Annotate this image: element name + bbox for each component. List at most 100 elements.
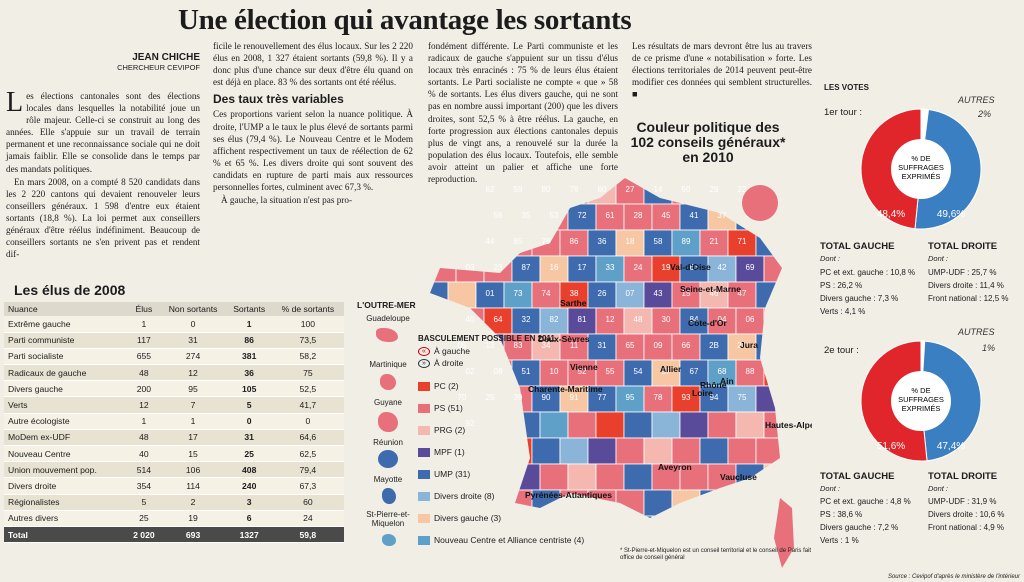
- department: [539, 307, 569, 335]
- department-number: 05: [458, 341, 467, 350]
- department-number: 62: [486, 185, 495, 194]
- department: [643, 385, 673, 413]
- department-number: 08: [494, 367, 503, 376]
- department: [763, 463, 782, 491]
- reunion-shape: [378, 450, 398, 468]
- department: [539, 255, 569, 283]
- legend-item: Divers droite (8): [418, 486, 598, 506]
- legend-item: UMP (31): [418, 464, 598, 484]
- author-name: JEAN CHICHE: [132, 52, 200, 63]
- department: [447, 281, 477, 309]
- department-number: 45: [662, 211, 671, 220]
- department: [567, 255, 597, 283]
- department: [763, 307, 782, 335]
- round1-autres-label: AUTRES: [958, 95, 995, 105]
- department-label: Hautes-Alpes: [765, 420, 812, 430]
- department-number: 53: [550, 211, 559, 220]
- table-cell: Total: [4, 526, 129, 544]
- outremer-label: Mayotte: [373, 475, 403, 484]
- department: [651, 463, 681, 491]
- pie-gauche-value: 51,6%: [877, 441, 905, 452]
- legend-label: PRG (2): [434, 425, 466, 435]
- guadeloupe-shape: [376, 328, 398, 342]
- department-number: 90: [542, 393, 551, 402]
- department: [447, 229, 477, 257]
- department-number: 19: [662, 263, 671, 272]
- department: [567, 411, 597, 439]
- table-cell: 86: [226, 332, 272, 349]
- round2-gauche-dont: Dont :: [820, 484, 841, 493]
- department-label: Pyrénées-Atlantiques: [525, 490, 612, 500]
- table-cell: 117: [128, 332, 160, 349]
- department-number: 16: [550, 263, 559, 272]
- department-number: 73: [514, 289, 523, 298]
- department-label: Deux-Sèvres: [538, 334, 590, 344]
- department-number: 61: [606, 211, 615, 220]
- department: [679, 255, 709, 283]
- headline: Une élection qui avantage les sortants: [178, 4, 632, 36]
- table-row: Divers droite 354 114 240 67,3: [4, 477, 344, 495]
- round2-droite-title: TOTAL DROITE: [928, 471, 998, 482]
- department-number: 14: [654, 185, 663, 194]
- department: [699, 489, 729, 517]
- article-column-3: fondément différente. Le Parti communist…: [428, 40, 618, 186]
- department-number: 76: [570, 185, 579, 194]
- table-cell: 6: [226, 510, 272, 527]
- department-number: 83: [514, 341, 523, 350]
- subheading: Des taux très variables: [213, 92, 344, 107]
- department-number: 79: [542, 237, 551, 246]
- department-number: 39: [514, 393, 523, 402]
- table-cell: 408: [226, 461, 272, 479]
- department-number: 44: [486, 237, 495, 246]
- department-number: 27: [626, 185, 635, 194]
- department: [679, 307, 709, 335]
- department: [755, 385, 782, 413]
- department: [671, 437, 701, 465]
- department: [430, 203, 457, 231]
- department-number: 77: [598, 393, 607, 402]
- department: [792, 464, 812, 490]
- table-row: Union mouvement pop. 514 106 408 79,4: [4, 461, 344, 479]
- department: [671, 281, 701, 309]
- department-number: 2B: [709, 341, 719, 350]
- table-cell: 1: [128, 413, 160, 430]
- department: [727, 229, 757, 257]
- table-row: Divers gauche 200 95 105 52,5: [4, 380, 344, 398]
- table-cell: 1: [159, 413, 227, 430]
- table-total-row: Total 2 020 693 1327 59,8: [4, 526, 344, 544]
- department: [643, 281, 673, 309]
- paragraph: Les résultats de mars devront être lus a…: [632, 41, 812, 100]
- table-cell: 25: [128, 510, 160, 527]
- department: [455, 203, 485, 231]
- legend-swatch: [418, 469, 430, 479]
- department-number: 17: [578, 263, 587, 272]
- legend-item: Nouveau Centre et Alliance centriste (4): [418, 530, 598, 550]
- department-number: 18: [626, 237, 635, 246]
- department: [784, 334, 812, 360]
- department: [727, 489, 757, 517]
- france-map: 6259807660271450292256355372612845413749…: [430, 178, 812, 568]
- department-label: Côte-d'Or: [688, 318, 728, 328]
- pie-gauche-value: 48,4%: [877, 209, 905, 220]
- department-label: Rhône: [700, 380, 727, 390]
- pie-center-label: % DE: [911, 154, 930, 163]
- outremer-title: L'OUTRE-MER: [357, 300, 416, 310]
- table-cell: Nouveau Centre: [4, 445, 129, 463]
- round2-autres-value: 1%: [982, 343, 996, 353]
- department-number: 47: [738, 289, 747, 298]
- table-cell: 19: [159, 510, 227, 527]
- table-cell: 79,4: [271, 461, 344, 479]
- department-number: 65: [626, 341, 635, 350]
- department: [707, 515, 737, 518]
- department: [671, 229, 701, 257]
- department: [430, 307, 457, 335]
- department: [615, 489, 645, 517]
- legend-label: PS (51): [434, 403, 463, 413]
- department-label: Charente-Maritime: [528, 384, 603, 394]
- pie-slice-gauche: [860, 108, 922, 230]
- department-number: 89: [682, 237, 691, 246]
- table-cell: 514: [128, 461, 160, 479]
- department-number: 57: [662, 367, 671, 376]
- table-cell: 693: [159, 526, 227, 544]
